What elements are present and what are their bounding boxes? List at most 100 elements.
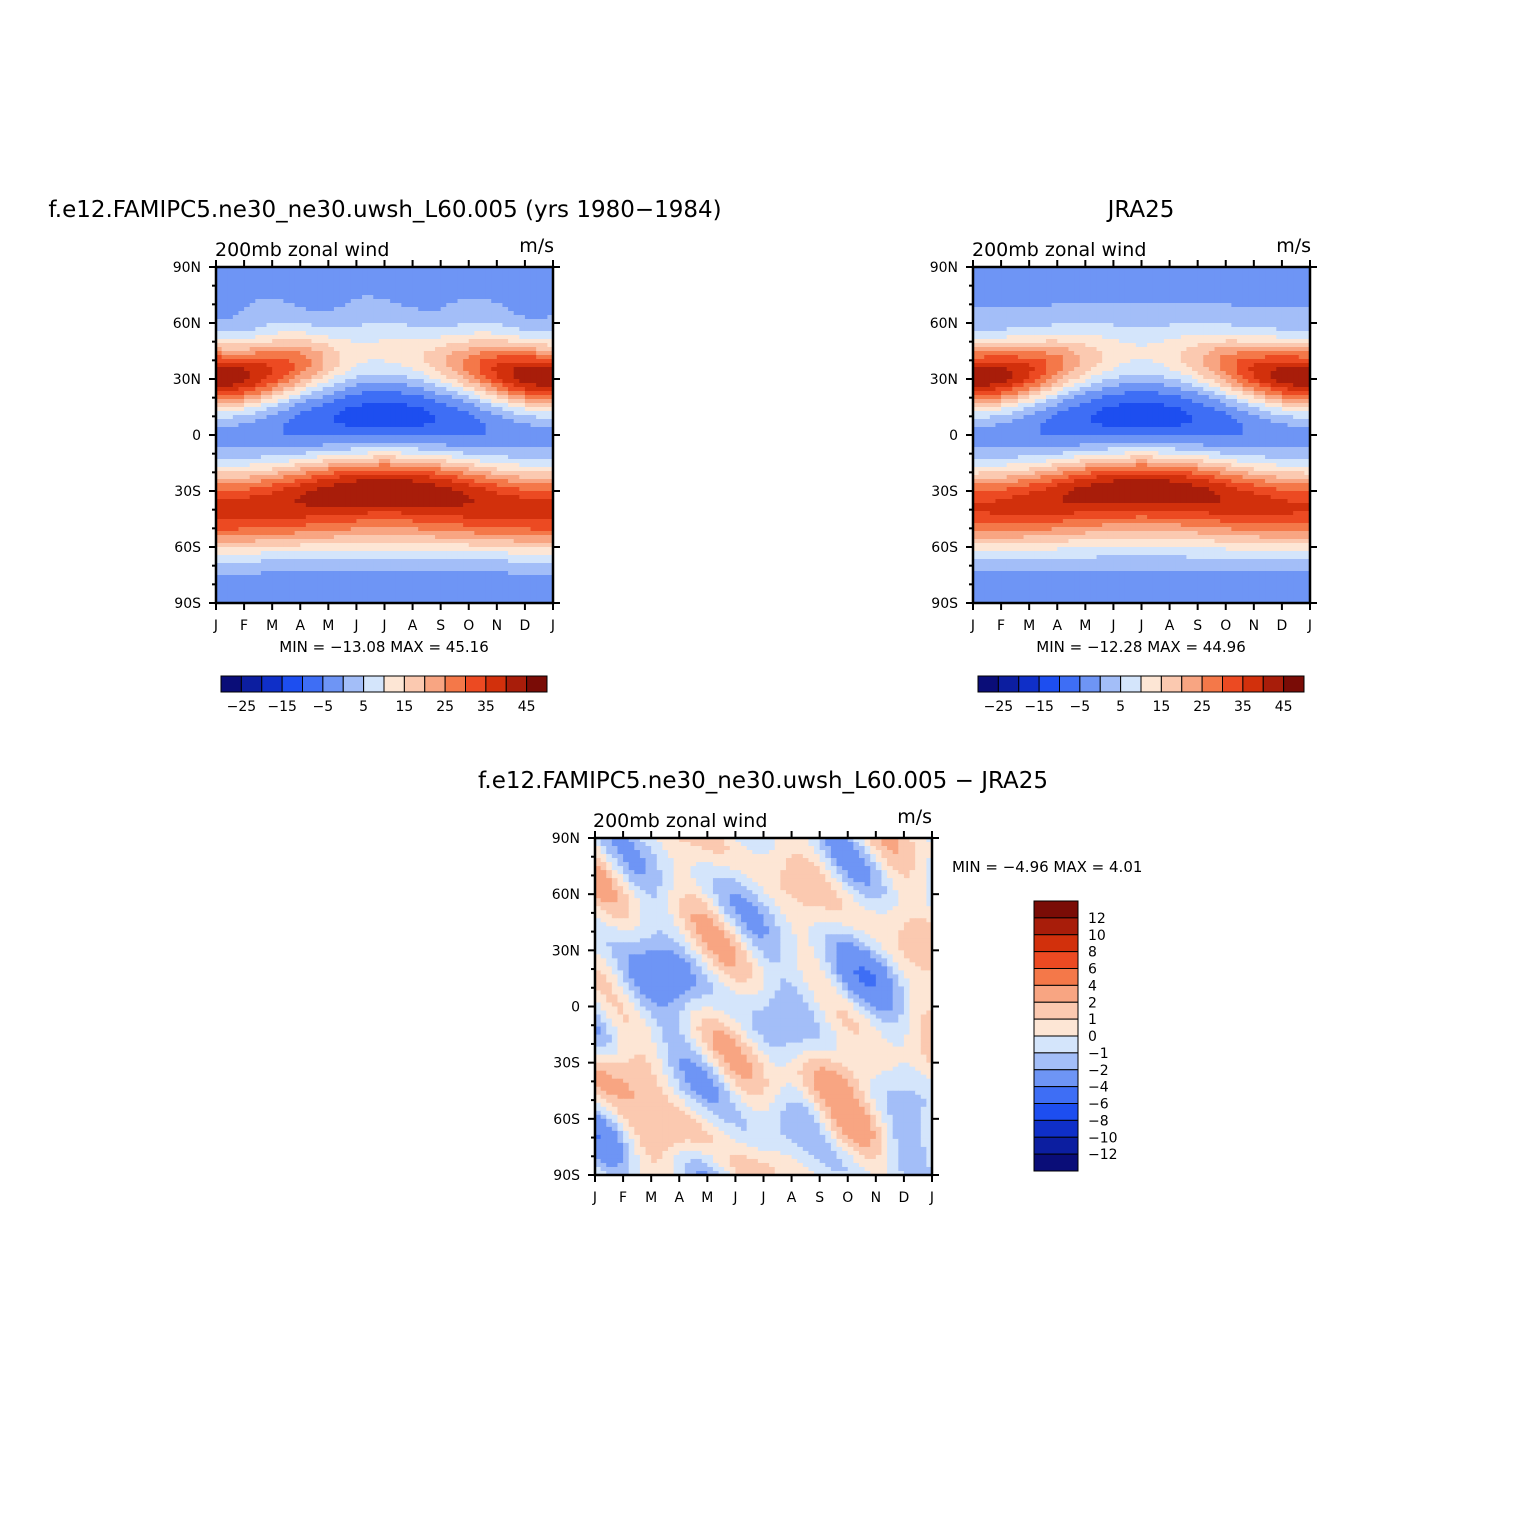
- panel-model-cell: [474, 555, 481, 560]
- panel-model-cell: [423, 435, 431, 440]
- panel-model-cell: [249, 579, 256, 584]
- panel-model-cell: [536, 363, 543, 368]
- panel-model-cell: [333, 367, 341, 372]
- panel-model-cell: [468, 335, 475, 340]
- panel-model-cell: [468, 519, 475, 524]
- panel-model-cell: [429, 435, 436, 440]
- panel-model-cell: [266, 307, 273, 312]
- panel-model-cell: [227, 519, 234, 524]
- panel-model-cell: [238, 559, 245, 564]
- panel-model-cell: [496, 315, 504, 320]
- panel-model-cell: [305, 571, 313, 576]
- panel-model-cell: [519, 519, 526, 524]
- panel-model-cell: [277, 551, 284, 556]
- panel-model-cell: [474, 543, 481, 548]
- panel-model-cell: [244, 387, 251, 392]
- panel-model-cell: [266, 379, 273, 384]
- panel-model-cell: [390, 351, 397, 356]
- panel-model-cell: [333, 567, 341, 572]
- panel-model-cell: [272, 367, 279, 372]
- panel-model-cell: [463, 331, 470, 336]
- panel-model-cell: [401, 391, 408, 396]
- panel-model-cell: [519, 439, 526, 444]
- panel-model-cell: [255, 343, 262, 348]
- panel-model-cell: [277, 527, 284, 532]
- panel-model-cell: [300, 371, 307, 376]
- panel-model-cell: [322, 319, 329, 324]
- panel-model-cell: [423, 487, 431, 492]
- panel-model-cell: [356, 531, 363, 536]
- panel-model-cell: [541, 307, 548, 312]
- panel-model-cell: [508, 503, 515, 508]
- panel-model-cell: [536, 335, 543, 340]
- panel-model-cell: [530, 527, 537, 532]
- panel-model-cell: [232, 283, 240, 288]
- panel-model-cell: [418, 479, 425, 484]
- panel-model-cell: [485, 503, 492, 508]
- panel-model-cell: [216, 427, 223, 432]
- panel-model-cell: [249, 367, 256, 372]
- panel-model-cell: [401, 287, 408, 292]
- panel-model-cell: [367, 567, 374, 572]
- panel-model-cell: [289, 599, 296, 604]
- panel-model-cell: [395, 451, 402, 456]
- panel-model-cell: [221, 451, 228, 456]
- panel-model-cell: [519, 299, 526, 304]
- panel-model-cell: [384, 519, 391, 524]
- panel-model-cell: [390, 451, 397, 456]
- panel-model-cell: [272, 355, 279, 360]
- panel-model-cell: [333, 443, 341, 448]
- panel-model-cell: [446, 347, 453, 352]
- panel-model-cell: [362, 583, 369, 588]
- panel-model-cell: [227, 307, 234, 312]
- panel-model-cell: [260, 287, 268, 292]
- panel-model-cell: [463, 375, 470, 380]
- panel-model-cell: [238, 447, 245, 452]
- panel-model-cell: [451, 475, 459, 480]
- panel-model-cell: [519, 319, 526, 324]
- panel-model-cell: [244, 463, 251, 468]
- panel-model-cell: [283, 415, 290, 420]
- panel-model-cell: [384, 439, 391, 444]
- panel-model-cell: [401, 339, 408, 344]
- panel-model-cell: [479, 311, 487, 316]
- panel-model-cell: [451, 423, 459, 428]
- panel-model-cell: [227, 403, 234, 408]
- panel-model-cell: [350, 551, 358, 556]
- panel-model-cell: [536, 411, 543, 416]
- panel-model-cell: [479, 343, 487, 348]
- panel-model-cell: [300, 487, 307, 492]
- panel-model-cell: [283, 383, 290, 388]
- panel-model-cell: [541, 435, 548, 440]
- panel-model-cell: [322, 411, 329, 416]
- panel-model-cell: [547, 399, 554, 404]
- panel-model-cell: [244, 595, 251, 600]
- panel-model-cell: [446, 331, 453, 336]
- panel-model-cell: [390, 403, 397, 408]
- panel-model-cell: [339, 443, 346, 448]
- panel-model-cell: [451, 519, 459, 524]
- panel-model-cell: [216, 383, 223, 388]
- panel-model-cell: [451, 483, 459, 488]
- panel-model-cell: [272, 439, 279, 444]
- panel-model-cell: [491, 403, 498, 408]
- panel-model-cell: [496, 395, 504, 400]
- panel-model-cell: [513, 471, 520, 476]
- panel-model-cell: [221, 487, 228, 492]
- panel-model-cell: [216, 331, 223, 336]
- panel-model-cell: [216, 343, 223, 348]
- panel-model-cell: [238, 539, 245, 544]
- panel-model-cell: [536, 551, 543, 556]
- panel-model-cell: [446, 575, 453, 580]
- panel-model-cell: [479, 579, 487, 584]
- panel-model-cell: [373, 527, 380, 532]
- panel-model-cell: [260, 379, 268, 384]
- panel-model-cell: [429, 399, 436, 404]
- panel-model-cell: [446, 479, 453, 484]
- panel-model-cell: [435, 411, 442, 416]
- panel-model-cell: [345, 551, 352, 556]
- panel-model-cell: [502, 395, 509, 400]
- panel-model-cell: [232, 499, 240, 504]
- panel-model-cell: [266, 435, 273, 440]
- panel-model-cell: [255, 583, 262, 588]
